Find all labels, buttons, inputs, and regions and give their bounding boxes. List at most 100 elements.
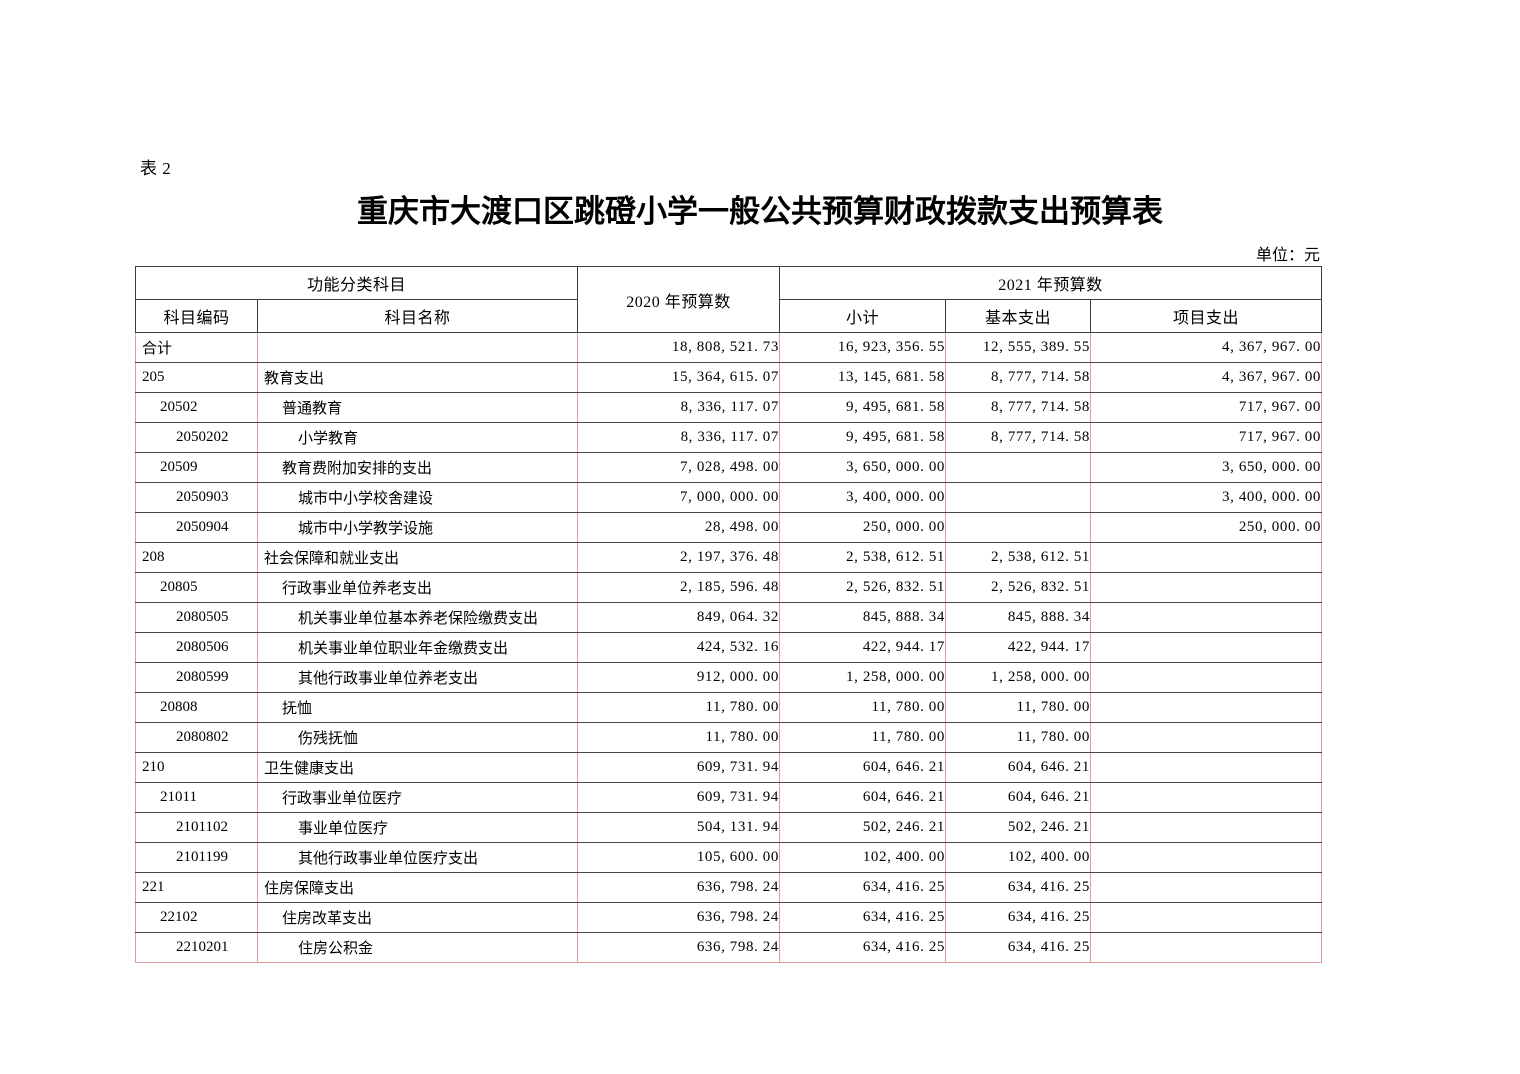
cell-budget-2021-project	[1090, 872, 1323, 903]
cell-subject-code: 2050904	[135, 512, 258, 543]
cell-subject-code: 221	[135, 872, 258, 903]
cell-subject-name	[256, 332, 579, 363]
header-col-name: 科目名称	[256, 299, 579, 333]
table-row: 208 社会保障和就业支出 2, 197, 376. 48 2, 538, 612. …	[135, 542, 1323, 573]
cell-budget-2021-subtotal: 102, 400. 00	[779, 842, 947, 873]
cell-subject-name: 其他行政事业单位养老支出	[256, 662, 579, 693]
table-row: 20805 行政事业单位养老支出 2, 185, 596. 48 2, 526, 83…	[135, 572, 1323, 603]
table-row: 21011 行政事业单位医疗 609, 731. 94 604, 646. 21 604…	[135, 782, 1323, 813]
cell-budget-2021-subtotal: 9, 495, 681. 58	[779, 422, 947, 453]
cell-subject-code: 21011	[135, 782, 258, 813]
cell-budget-2021-basic: 8, 777, 714. 58	[945, 392, 1092, 423]
cell-subject-name: 社会保障和就业支出	[256, 542, 579, 573]
cell-budget-2021-project: 3, 650, 000. 00	[1090, 452, 1323, 483]
cell-budget-2021-basic: 604, 646. 21	[945, 782, 1092, 813]
table-row: 2080802 伤残抚恤 11, 780. 00 11, 780. 00 11, 780…	[135, 722, 1323, 753]
cell-subject-code: 2050903	[135, 482, 258, 513]
table-row: 221 住房保障支出 636, 798. 24 634, 416. 25 634, 41…	[135, 872, 1323, 903]
header-col-code: 科目编码	[135, 299, 258, 333]
cell-budget-2020: 105, 600. 00	[577, 842, 781, 873]
cell-budget-2021-basic	[945, 482, 1092, 513]
cell-budget-2021-project	[1090, 932, 1323, 963]
cell-budget-2021-project: 250, 000. 00	[1090, 512, 1323, 543]
cell-subject-code: 2101199	[135, 842, 258, 873]
cell-budget-2021-subtotal: 13, 145, 681. 58	[779, 362, 947, 393]
table-row: 210 卫生健康支出 609, 731. 94 604, 646. 21 604, 64…	[135, 752, 1323, 783]
budget-table: 功能分类科目 2020 年预算数 2021 年预算数 科目编码 科目名称 小计 …	[134, 266, 1323, 963]
cell-budget-2020: 15, 364, 615. 07	[577, 362, 781, 393]
table-row: 2080505 机关事业单位基本养老保险缴费支出 849, 064. 32 845, …	[135, 602, 1323, 633]
cell-budget-2021-basic: 11, 780. 00	[945, 692, 1092, 723]
cell-budget-2021-basic: 845, 888. 34	[945, 602, 1092, 633]
cell-budget-2020: 609, 731. 94	[577, 782, 781, 813]
cell-budget-2021-basic: 1, 258, 000. 00	[945, 662, 1092, 693]
table-row: 20509 教育费附加安排的支出 7, 028, 498. 00 3, 650, 00…	[135, 452, 1323, 483]
cell-budget-2021-subtotal: 634, 416. 25	[779, 872, 947, 903]
cell-budget-2021-basic: 8, 777, 714. 58	[945, 362, 1092, 393]
cell-budget-2021-project	[1090, 902, 1323, 933]
cell-budget-2021-basic: 12, 555, 389. 55	[945, 332, 1092, 363]
sheet-label: 表 2	[140, 159, 172, 178]
cell-subject-name: 卫生健康支出	[256, 752, 579, 783]
header-col-project: 项目支出	[1090, 299, 1323, 333]
cell-subject-code: 2050202	[135, 422, 258, 453]
table-body: 合计 18, 808, 521. 73 16, 923, 356. 55 12, 55…	[135, 332, 1323, 963]
cell-budget-2021-project	[1090, 722, 1323, 753]
cell-budget-2021-basic: 502, 246. 21	[945, 812, 1092, 843]
cell-subject-name: 住房改革支出	[256, 902, 579, 933]
table-row: 20502 普通教育 8, 336, 117. 07 9, 495, 681. 58 8…	[135, 392, 1323, 423]
cell-subject-name: 抚恤	[256, 692, 579, 723]
cell-subject-code: 2210201	[135, 932, 258, 963]
cell-budget-2020: 11, 780. 00	[577, 722, 781, 753]
page-title: 重庆市大渡口区跳磴小学一般公共预算财政拨款支出预算表	[357, 194, 1163, 229]
header-group-function: 功能分类科目	[134, 266, 579, 300]
cell-budget-2021-subtotal: 422, 944. 17	[779, 632, 947, 663]
cell-budget-2021-subtotal: 2, 538, 612. 51	[779, 542, 947, 573]
cell-budget-2021-basic: 634, 416. 25	[945, 902, 1092, 933]
table-row: 20808 抚恤 11, 780. 00 11, 780. 00 11, 780. 00	[135, 692, 1323, 723]
cell-budget-2021-subtotal: 11, 780. 00	[779, 692, 947, 723]
cell-subject-code: 20808	[135, 692, 258, 723]
cell-subject-code: 2080802	[135, 722, 258, 753]
cell-budget-2020: 28, 498. 00	[577, 512, 781, 543]
cell-budget-2020: 2, 185, 596. 48	[577, 572, 781, 603]
table-row: 2050202 小学教育 8, 336, 117. 07 9, 495, 681. 5…	[135, 422, 1323, 453]
cell-subject-code: 208	[135, 542, 258, 573]
cell-subject-code: 20502	[135, 392, 258, 423]
cell-budget-2020: 18, 808, 521. 73	[577, 332, 781, 363]
cell-budget-2021-subtotal: 9, 495, 681. 58	[779, 392, 947, 423]
cell-budget-2021-project	[1090, 662, 1323, 693]
cell-budget-2020: 8, 336, 117. 07	[577, 422, 781, 453]
table-row: 205 教育支出 15, 364, 615. 07 13, 145, 681. 58 8…	[135, 362, 1323, 393]
cell-budget-2020: 2, 197, 376. 48	[577, 542, 781, 573]
cell-budget-2021-subtotal: 634, 416. 25	[779, 932, 947, 963]
cell-subject-name: 城市中小学教学设施	[256, 512, 579, 543]
cell-budget-2021-subtotal: 3, 400, 000. 00	[779, 482, 947, 513]
table-header: 功能分类科目 2020 年预算数 2021 年预算数 科目编码 科目名称 小计 …	[134, 266, 1323, 333]
cell-budget-2021-project	[1090, 842, 1323, 873]
cell-budget-2021-subtotal: 502, 246. 21	[779, 812, 947, 843]
cell-subject-code: 210	[135, 752, 258, 783]
cell-budget-2020: 609, 731. 94	[577, 752, 781, 783]
cell-budget-2021-basic: 634, 416. 25	[945, 872, 1092, 903]
cell-budget-2021-basic: 422, 944. 17	[945, 632, 1092, 663]
header-group-2021: 2021 年预算数	[779, 266, 1323, 300]
cell-budget-2021-basic: 11, 780. 00	[945, 722, 1092, 753]
cell-budget-2021-subtotal: 1, 258, 000. 00	[779, 662, 947, 693]
cell-budget-2020: 849, 064. 32	[577, 602, 781, 633]
cell-budget-2021-subtotal: 634, 416. 25	[779, 902, 947, 933]
cell-budget-2021-project	[1090, 812, 1323, 843]
cell-subject-name: 事业单位医疗	[256, 812, 579, 843]
cell-budget-2021-basic: 2, 526, 832. 51	[945, 572, 1092, 603]
cell-budget-2020: 912, 000. 00	[577, 662, 781, 693]
cell-budget-2020: 424, 532. 16	[577, 632, 781, 663]
cell-subject-code: 2080505	[135, 602, 258, 633]
cell-budget-2020: 636, 798. 24	[577, 932, 781, 963]
cell-subject-name: 住房公积金	[256, 932, 579, 963]
cell-subject-name: 城市中小学校舍建设	[256, 482, 579, 513]
cell-budget-2020: 8, 336, 117. 07	[577, 392, 781, 423]
cell-budget-2020: 7, 028, 498. 00	[577, 452, 781, 483]
table-row: 2080599 其他行政事业单位养老支出 912, 000. 00 1, 258, 0…	[135, 662, 1323, 693]
table-row: 2080506 机关事业单位职业年金缴费支出 424, 532. 16 422, 94…	[135, 632, 1323, 663]
